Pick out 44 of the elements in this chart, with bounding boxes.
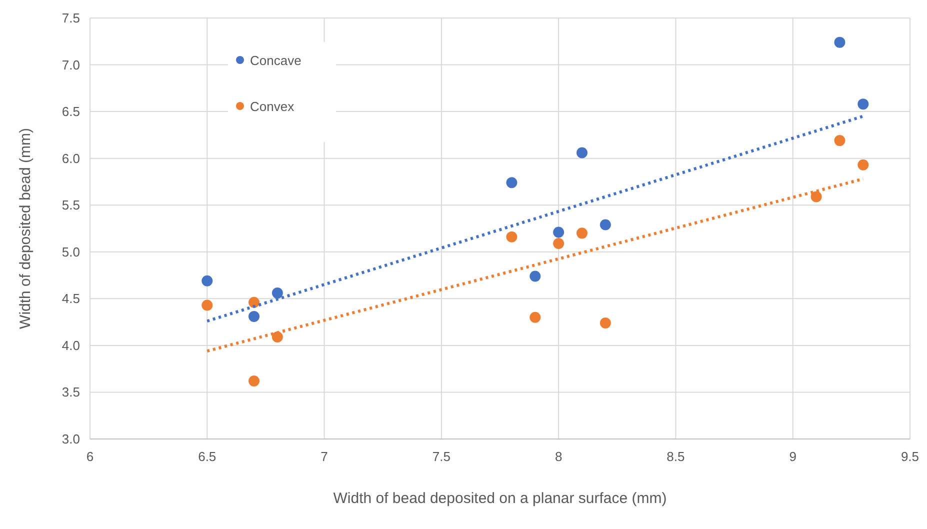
point <box>576 228 588 239</box>
point <box>858 159 869 170</box>
y-tick-label: 5.5 <box>62 198 80 213</box>
y-axis-title: Width of deposited bead (mm) <box>17 128 34 329</box>
point <box>530 270 541 282</box>
y-tick-label: 6.0 <box>62 150 80 166</box>
y-tick-label: 3.0 <box>62 432 80 446</box>
point <box>576 147 588 158</box>
point <box>272 288 283 299</box>
legend-label: Convex <box>250 99 295 114</box>
legend-label: Concave <box>250 53 302 68</box>
x-tick-label: 9.5 <box>900 449 920 464</box>
point <box>248 375 260 386</box>
point <box>600 219 611 230</box>
point <box>553 226 564 238</box>
x-tick-label: 8 <box>554 449 562 464</box>
point <box>506 231 518 242</box>
point <box>248 310 260 322</box>
point <box>202 275 213 286</box>
x-tick-label: 9 <box>789 449 796 464</box>
y-tick-label: 7.0 <box>62 57 80 72</box>
y-tick-label: 4.0 <box>62 338 80 353</box>
point <box>248 296 260 308</box>
y-tick-label: 4.5 <box>62 291 80 306</box>
point <box>553 238 564 249</box>
x-axis-title: Width of bead deposited on a planar surface (mm) <box>333 490 667 507</box>
point <box>810 191 822 202</box>
point <box>506 177 518 188</box>
x-tick-label: 8.5 <box>666 449 685 464</box>
point <box>272 332 283 343</box>
x-tick-label: 6.5 <box>198 449 216 464</box>
y-tick-label: 5.0 <box>62 244 80 260</box>
point <box>834 36 846 48</box>
point <box>600 317 611 328</box>
x-tick-label: 7 <box>320 449 328 464</box>
point <box>202 300 213 311</box>
x-tick-label: 7.5 <box>432 449 450 464</box>
point <box>858 98 869 110</box>
y-tick-label: 7.5 <box>62 10 80 26</box>
y-tick-label: 6.5 <box>62 104 80 120</box>
x-tick-label: 6 <box>86 449 94 464</box>
point <box>834 135 846 146</box>
y-tick-label: 3.5 <box>62 384 80 400</box>
point <box>530 312 541 323</box>
